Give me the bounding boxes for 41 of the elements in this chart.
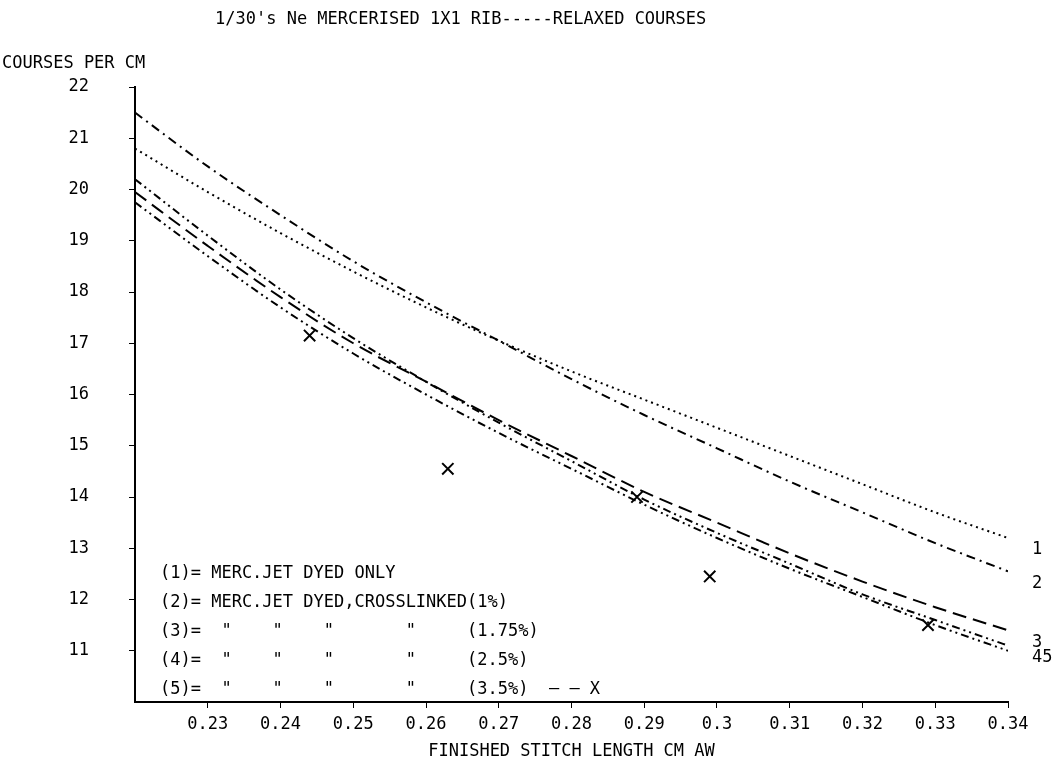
series-label: 2 bbox=[1032, 571, 1043, 592]
x-tick-label: 0.31 bbox=[769, 712, 811, 733]
y-tick-label: 16 bbox=[68, 382, 89, 403]
y-tick-label: 19 bbox=[68, 229, 89, 250]
y-tick-label: 12 bbox=[68, 587, 89, 608]
y-tick-label: 18 bbox=[68, 280, 89, 301]
point bbox=[441, 462, 455, 476]
text: 5 bbox=[1042, 646, 1053, 667]
y-tick-label: 15 bbox=[68, 434, 89, 455]
y-tick-label: 21 bbox=[68, 126, 89, 147]
y-tick-label: 11 bbox=[68, 639, 89, 660]
point bbox=[630, 490, 644, 504]
x-axis-title: FINISHED STITCH LENGTH CM AW bbox=[428, 740, 716, 761]
x-tick-label: 0.3 bbox=[701, 712, 733, 733]
x-tick-label: 0.34 bbox=[987, 712, 1029, 733]
x-tick-label: 0.27 bbox=[478, 712, 520, 733]
y-tick-label: 14 bbox=[68, 485, 89, 506]
x-tick-label: 0.23 bbox=[187, 712, 229, 733]
x-tick-label: 0.29 bbox=[623, 712, 665, 733]
annotation: (4)= " " " " (2.5%) bbox=[160, 648, 530, 671]
point bbox=[703, 569, 717, 584]
y-tick-label: 13 bbox=[68, 536, 89, 557]
series-label: 1 bbox=[1032, 538, 1043, 559]
x-tick-label: 0.28 bbox=[551, 712, 592, 733]
chart-title: 1/30's Ne MERCERISED 1X1 RIB-----RELAXED COURSES bbox=[215, 8, 707, 28]
point bbox=[921, 618, 935, 632]
series-label: 4 bbox=[1032, 646, 1043, 667]
y-tick-label: 20 bbox=[68, 177, 89, 198]
x-tick-label: 0.32 bbox=[842, 712, 883, 733]
point bbox=[302, 328, 317, 343]
annotation: (1)= MERC.JET DYED ONLY bbox=[160, 561, 397, 584]
x-tick-label: 0.24 bbox=[260, 712, 301, 733]
y-tick-label: 17 bbox=[68, 331, 89, 352]
annotation: (2)= MERC.JET DYED,CROSSLINKED(1%) bbox=[160, 590, 509, 613]
x-tick-label: 0.25 bbox=[332, 712, 374, 733]
annotation: (5)= " " " " (3.5%) — — X bbox=[160, 677, 601, 700]
x-tick-label: 0.33 bbox=[914, 712, 956, 733]
y-axis-title: COURSES PER CM bbox=[2, 52, 146, 72]
x-tick-label: 0.26 bbox=[405, 712, 447, 733]
y-tick-label: 22 bbox=[68, 75, 89, 96]
annotation: (3)= " " " " (1.75%) bbox=[160, 619, 540, 642]
